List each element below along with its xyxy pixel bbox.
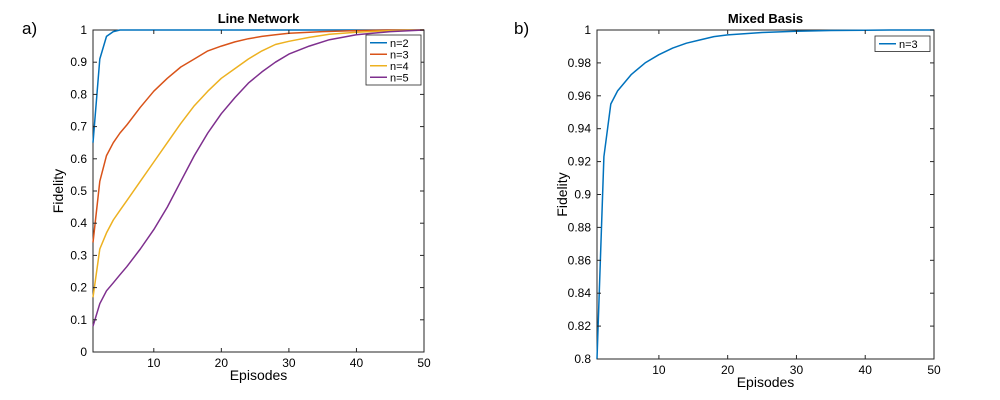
y-tick-label: 0.4 xyxy=(70,216,87,230)
y-tick-label: 0.5 xyxy=(70,184,87,198)
x-tick-label: 30 xyxy=(790,363,804,377)
panel-label: a) xyxy=(22,19,37,38)
x-tick-label: 20 xyxy=(721,363,735,377)
x-axis-label: Episodes xyxy=(230,367,288,383)
chart-panel-2: b) Mixed Basis 10 20 30 40 50 0.8 0.82 0.84 0.86 0.… xyxy=(514,11,941,390)
x-tick-label: 50 xyxy=(417,356,431,370)
x-tick-label: 40 xyxy=(350,356,364,370)
legend-label: n=2 xyxy=(390,38,409,50)
chart-title: Mixed Basis xyxy=(728,11,803,26)
series-line-n=4 xyxy=(92,29,425,298)
legend: n=3 xyxy=(874,35,931,52)
y-axis-label: Fidelity xyxy=(50,169,66,213)
x-tick-label: 40 xyxy=(859,363,873,377)
x-tick-label: 10 xyxy=(652,363,666,377)
y-tick-label: 0.98 xyxy=(568,56,592,70)
y-tick-label: 0.9 xyxy=(574,188,591,202)
legend-label: n=4 xyxy=(390,61,409,73)
y-tick-label: 0.1 xyxy=(70,313,87,327)
y-tick-label: 0.3 xyxy=(70,248,87,262)
y-tick-label: 0.96 xyxy=(568,89,592,103)
x-tick-label: 20 xyxy=(215,356,229,370)
series-line-n=3 xyxy=(92,29,424,243)
legend-label: n=3 xyxy=(899,39,918,51)
y-tick-label: 1 xyxy=(584,23,591,37)
y-tick-label: 0.94 xyxy=(568,122,592,136)
y-tick-label: 1 xyxy=(80,23,87,37)
y-tick-label: 0.92 xyxy=(568,155,592,169)
series-line-n=5 xyxy=(92,29,425,327)
x-tick-label: 50 xyxy=(927,363,941,377)
panel-label: b) xyxy=(514,19,529,38)
y-tick-label: 0.88 xyxy=(568,220,592,234)
legend-label: n=3 xyxy=(390,49,409,61)
chart-panel-1: a) Line Network 10 20 30 40 50 0 0.1 0.2 0.3 0.4 0.5… xyxy=(22,11,431,383)
y-tick-label: 0.86 xyxy=(568,253,592,267)
y-tick-label: 0.82 xyxy=(568,319,592,333)
y-tick-label: 0.6 xyxy=(70,152,87,166)
plot-area xyxy=(596,29,935,360)
y-tick-label: 0.2 xyxy=(70,281,87,295)
x-axis-label: Episodes xyxy=(737,374,795,390)
y-tick-label: 0.84 xyxy=(568,286,592,300)
y-tick-label: 0 xyxy=(80,345,87,359)
y-tick-label: 0.8 xyxy=(70,87,87,101)
x-tick-label: 30 xyxy=(282,356,296,370)
legend-label: n=5 xyxy=(390,72,409,84)
y-axis-label: Fidelity xyxy=(554,172,570,216)
legend: n=2n=3n=4n=5 xyxy=(365,34,422,86)
y-tick-label: 0.8 xyxy=(574,352,591,366)
series-line-n=2 xyxy=(92,29,424,143)
y-tick-label: 0.7 xyxy=(70,120,87,134)
y-tick-label: 0.9 xyxy=(70,55,87,69)
legend-box xyxy=(874,35,931,52)
x-tick-label: 10 xyxy=(147,356,161,370)
chart-title: Line Network xyxy=(218,11,300,26)
series-line-n=3 xyxy=(596,29,934,360)
